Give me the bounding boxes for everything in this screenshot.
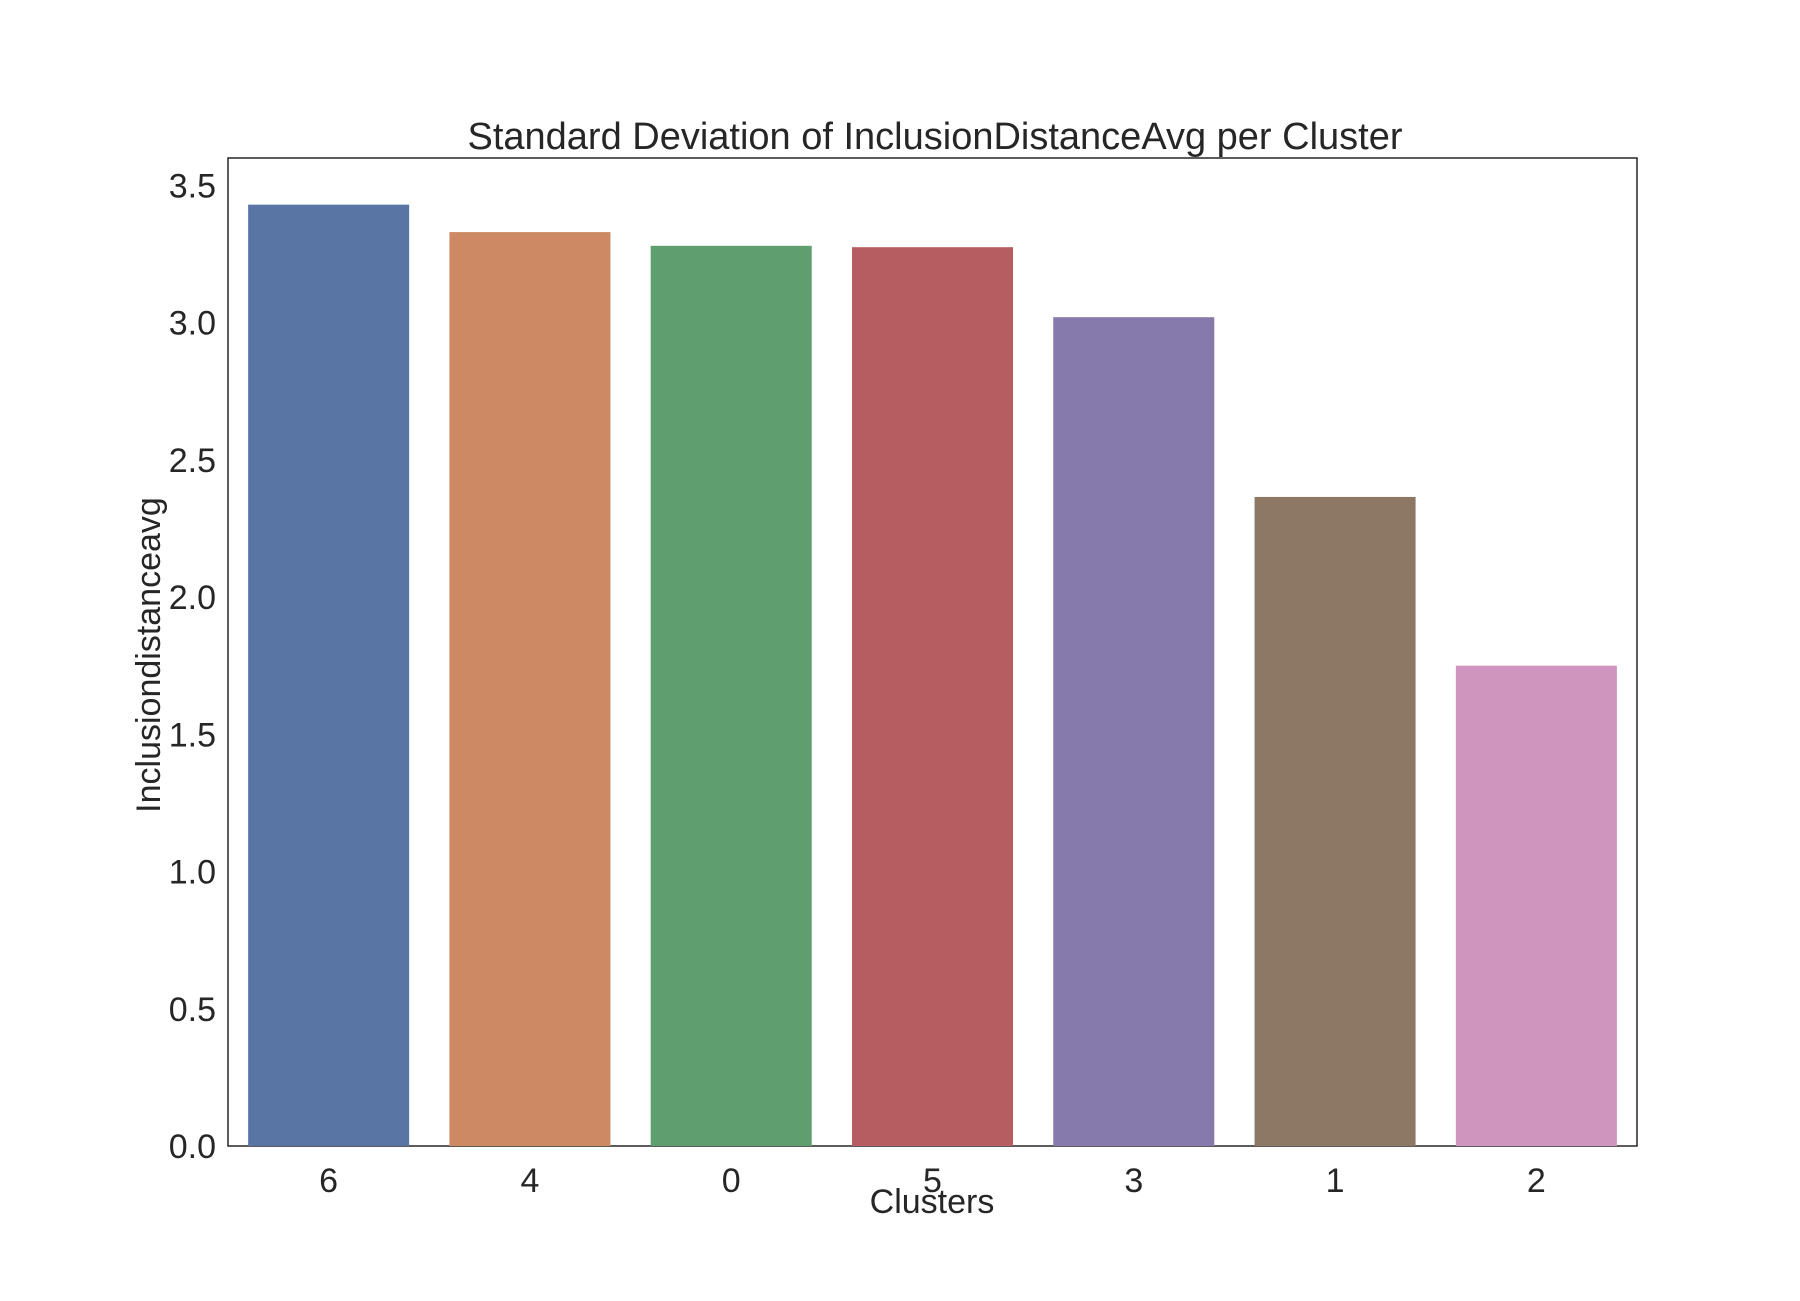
bars-group bbox=[248, 204, 1617, 1147]
y-tick-label: 0.5 bbox=[169, 991, 216, 1029]
bar-cluster-3 bbox=[1053, 317, 1215, 1146]
x-tick-labels: 6 4 0 5 3 1 2 bbox=[319, 1162, 1546, 1200]
y-tick-label: 1.0 bbox=[169, 854, 216, 892]
x-tick-label: 5 bbox=[923, 1162, 942, 1200]
y-tick-label: 0.0 bbox=[169, 1128, 216, 1166]
x-tick-label: 2 bbox=[1527, 1162, 1546, 1200]
bar-cluster-5 bbox=[851, 247, 1014, 1146]
y-tick-label: 1.5 bbox=[169, 716, 216, 754]
chart-title: Standard Deviation of InclusionDistanceA… bbox=[467, 116, 1402, 158]
x-tick-label: 4 bbox=[520, 1162, 539, 1200]
y-tick-labels: 0.0 0.5 1.0 1.5 2.0 2.5 3.0 3.5 bbox=[169, 167, 216, 1166]
bar-cluster-4 bbox=[449, 232, 611, 1147]
x-tick-label: 1 bbox=[1326, 1162, 1345, 1200]
x-axis-label: Clusters bbox=[870, 1183, 995, 1221]
y-tick-label: 2.0 bbox=[169, 579, 216, 617]
x-tick-label: 6 bbox=[319, 1162, 338, 1200]
y-tick-label: 3.0 bbox=[169, 305, 216, 343]
bar-cluster-2 bbox=[1455, 665, 1617, 1146]
x-tick-label: 0 bbox=[722, 1162, 741, 1200]
y-axis-label: Inclusiondistanceavg bbox=[130, 497, 168, 813]
bar-cluster-6 bbox=[248, 204, 410, 1146]
y-tick-label: 3.5 bbox=[169, 167, 216, 205]
bar-cluster-0 bbox=[650, 245, 812, 1146]
bar-cluster-1 bbox=[1254, 496, 1416, 1146]
x-tick-label: 3 bbox=[1124, 1162, 1143, 1200]
y-tick-label: 2.5 bbox=[169, 442, 216, 480]
